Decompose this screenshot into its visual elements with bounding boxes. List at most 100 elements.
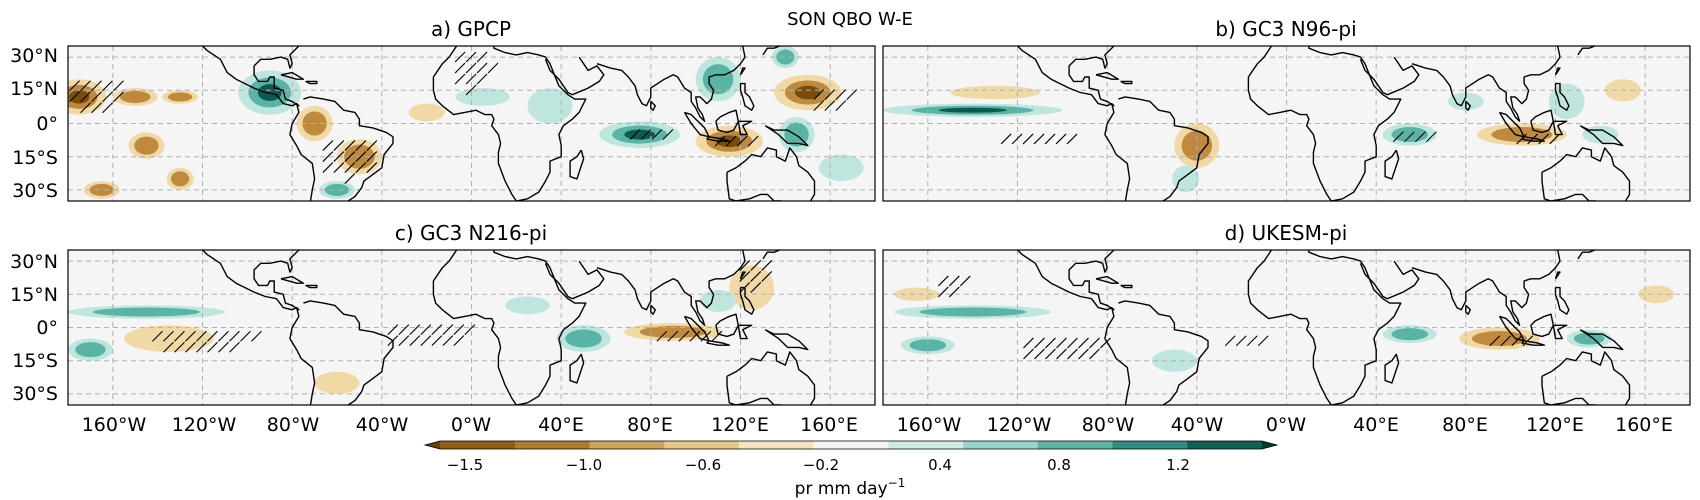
- coastline: [596, 250, 746, 326]
- hatch-mark: [344, 173, 356, 184]
- lat-tick-label: 15°S: [12, 147, 58, 169]
- hatch-mark: [750, 260, 762, 271]
- coastline: [1552, 120, 1568, 136]
- hatch-mark: [229, 341, 240, 353]
- coastline: [596, 46, 746, 122]
- lat-tick-label: 30°N: [10, 45, 58, 67]
- anomaly-contour: [324, 183, 350, 196]
- hatch-mark: [1078, 348, 1089, 360]
- coastline: [1120, 80, 1133, 85]
- coastline: [1541, 351, 1631, 405]
- coastline: [1104, 103, 1131, 201]
- anomaly-contour: [639, 325, 707, 338]
- anomaly-contour: [134, 136, 159, 155]
- hatch-mark: [1403, 131, 1415, 143]
- hatch-mark: [431, 335, 443, 347]
- hatch-mark: [1067, 337, 1078, 349]
- hatch-mark: [678, 330, 690, 342]
- hatch-mark: [453, 324, 465, 336]
- coastline: [1554, 67, 1561, 76]
- hatch-mark: [1392, 131, 1404, 143]
- lon-tick-label: 0°W: [451, 414, 492, 436]
- anomaly-contour: [565, 329, 602, 348]
- hatch-mark: [824, 100, 836, 112]
- coastline: [1384, 353, 1400, 384]
- coastline: [706, 136, 730, 142]
- colorbar-label: pr mm day−1: [795, 476, 906, 499]
- hatch-mark: [750, 282, 762, 293]
- anomaly-contour: [919, 307, 1027, 317]
- anomaly-contour: [408, 103, 445, 122]
- hatch-mark: [667, 330, 679, 342]
- coastline: [650, 304, 656, 315]
- hatch-mark: [662, 129, 674, 140]
- hatch-mark: [725, 135, 737, 147]
- hatch-mark: [1066, 133, 1078, 145]
- hatch-mark: [1246, 335, 1258, 347]
- coastline: [544, 260, 605, 300]
- hatch-mark: [1414, 131, 1426, 143]
- hatch-mark: [1022, 133, 1034, 145]
- map-frame: [67, 249, 876, 406]
- hatch-mark: [113, 91, 124, 103]
- hatch-mark: [102, 102, 113, 114]
- colorbar-tick-label: 1.2: [1166, 456, 1190, 474]
- coastline: [305, 284, 318, 289]
- hatch-mark: [689, 330, 701, 342]
- coastline: [1247, 46, 1402, 201]
- coastline: [1095, 71, 1120, 80]
- hatch-mark: [366, 140, 378, 151]
- anomaly-contour: [89, 183, 114, 196]
- coastline: [1247, 250, 1402, 405]
- coastline: [1095, 275, 1120, 284]
- hatch-mark: [355, 140, 367, 151]
- hatch-mark: [333, 151, 345, 162]
- colorbar-outline: [423, 440, 1279, 450]
- hatch-mark: [185, 341, 196, 353]
- coastline: [1579, 125, 1624, 147]
- hatch-mark: [454, 73, 466, 85]
- anomaly-contour: [1391, 328, 1429, 341]
- lon-tick-label: 120°E: [711, 414, 769, 436]
- colorbar-tick-label: 0.8: [1047, 456, 1071, 474]
- hatch-mark: [656, 330, 668, 342]
- hatch-mark: [1034, 337, 1045, 349]
- hatch-mark: [355, 162, 367, 173]
- anomaly-contour: [167, 92, 193, 102]
- coastline: [726, 147, 816, 201]
- lat-tick-label: 15°S: [12, 350, 58, 372]
- hatch-mark: [948, 275, 960, 287]
- hatch-mark: [91, 91, 102, 103]
- map-panel-b: b) GC3 N96-pi: [882, 17, 1691, 202]
- coastline: [303, 300, 394, 405]
- coastline: [201, 250, 300, 311]
- hatch-mark: [91, 80, 102, 92]
- coastline: [650, 100, 656, 111]
- coastline: [737, 120, 753, 136]
- hatch-mark: [937, 275, 949, 287]
- hatch-mark: [464, 324, 476, 336]
- colorbar-tick-label: −1.0: [566, 456, 602, 474]
- hatch-mark: [1055, 133, 1067, 145]
- hatch-mark: [207, 330, 218, 342]
- hatch-mark: [240, 330, 251, 342]
- hatch-mark: [442, 324, 454, 336]
- hatch-mark: [229, 330, 240, 342]
- anomaly-contour: [505, 296, 550, 315]
- hatch-mark: [1089, 348, 1100, 360]
- hatch-mark: [207, 341, 218, 353]
- coastline: [1577, 250, 1597, 260]
- lon-tick-label: 40°W: [1171, 414, 1224, 436]
- hatch-mark: [1100, 337, 1111, 349]
- hatch-mark: [1000, 133, 1012, 145]
- coastline: [1118, 96, 1209, 201]
- hatch-mark: [487, 62, 499, 74]
- panel-title: d) UKESM-pi: [1225, 221, 1348, 245]
- hatch-mark: [761, 271, 773, 282]
- hatch-mark: [1489, 335, 1501, 347]
- hatch-mark: [251, 330, 262, 342]
- coastline: [280, 71, 305, 80]
- hatch-mark: [959, 275, 971, 287]
- coastline: [1016, 46, 1115, 107]
- coastline: [739, 271, 746, 280]
